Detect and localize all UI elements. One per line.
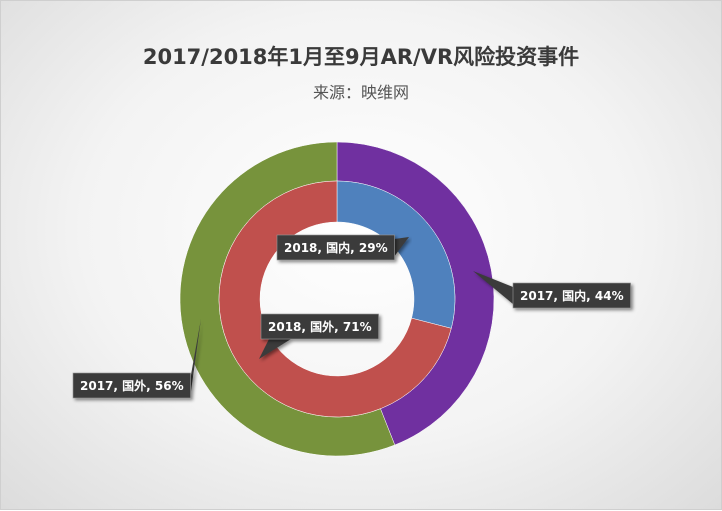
callout-2017-国内: 2017, 国内, 44% <box>473 271 631 309</box>
data-label: 2018, 国内, 29% <box>284 240 388 255</box>
chart-title: 2017/2018年1月至9月AR/VR风险投资事件 <box>142 45 580 69</box>
callout-2018-国内: 2018, 国内, 29% <box>276 234 409 261</box>
callout-2018-国外: 2018, 国外, 71% <box>259 313 379 359</box>
callout-pointer <box>394 237 409 256</box>
callout-box <box>260 313 379 340</box>
data-label: 2017, 国外, 56% <box>80 378 184 393</box>
callout-pointer <box>190 319 201 394</box>
callout-2017-国外: 2017, 国外, 56% <box>72 319 201 399</box>
data-label: 2017, 国内, 44% <box>520 288 624 303</box>
callout-pointer <box>473 271 513 304</box>
callout-pointer <box>259 339 291 359</box>
callout-box <box>276 234 395 261</box>
callout-box <box>512 282 631 309</box>
data-label: 2018, 国外, 71% <box>268 319 372 334</box>
chart-subtitle: 来源：映维网 <box>312 83 409 102</box>
callout-box <box>72 372 191 399</box>
